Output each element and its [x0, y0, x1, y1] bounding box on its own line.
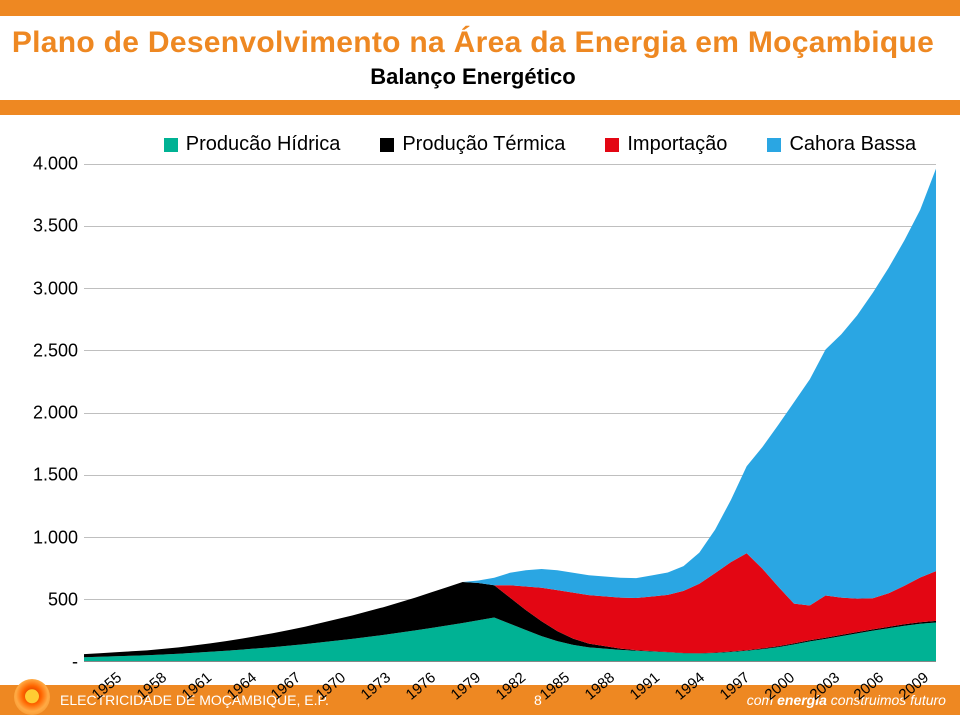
y-tick-label: 3.000 — [33, 278, 78, 299]
y-tick-label: - — [72, 652, 78, 673]
chart-legend: Producão Hídrica Produção Térmica Importaç… — [144, 133, 936, 156]
y-axis: -5001.0001.5002.0002.5003.0003.5004.000 — [24, 164, 84, 662]
y-tick-label: 3.500 — [33, 216, 78, 237]
y-tick-label: 1.500 — [33, 465, 78, 486]
legend-swatch — [605, 138, 619, 152]
legend-swatch — [767, 138, 781, 152]
chart-zone: Producão Hídrica Produção Térmica Importaç… — [0, 115, 960, 685]
stacked-area-svg — [84, 164, 936, 661]
plot-wrap: -5001.0001.5002.0002.5003.0003.5004.000 — [24, 164, 936, 662]
company-logo-icon — [14, 679, 50, 715]
y-tick-label: 1.000 — [33, 527, 78, 548]
y-tick-label: 500 — [48, 589, 78, 610]
legend-label: Producão Hídrica — [186, 133, 341, 156]
y-tick-label: 2.000 — [33, 403, 78, 424]
title-card: Plano de Desenvolvimento na Área da Ener… — [0, 16, 960, 100]
area-series — [84, 169, 936, 655]
legend-item: Produção Térmica — [380, 133, 565, 156]
x-axis: 1955195819611964196719701973197619791982… — [84, 662, 936, 679]
legend-label: Produção Térmica — [402, 133, 565, 156]
tagline-suffix: construimos futuro — [827, 692, 946, 708]
legend-swatch — [164, 138, 178, 152]
plot-area — [84, 164, 936, 662]
legend-swatch — [380, 138, 394, 152]
y-tick-label: 4.000 — [33, 154, 78, 175]
slide-title: Plano de Desenvolvimento na Área da Ener… — [10, 26, 936, 60]
slide-subtitle: Balanço Energético — [10, 64, 936, 90]
legend-item: Producão Hídrica — [164, 133, 341, 156]
legend-item: Importação — [605, 133, 727, 156]
slide: Plano de Desenvolvimento na Área da Ener… — [0, 0, 960, 715]
legend-item: Cahora Bassa — [767, 133, 916, 156]
header-band: Plano de Desenvolvimento na Área da Ener… — [0, 0, 960, 115]
legend-label: Importação — [627, 133, 727, 156]
legend-label: Cahora Bassa — [789, 133, 916, 156]
y-tick-label: 2.500 — [33, 340, 78, 361]
